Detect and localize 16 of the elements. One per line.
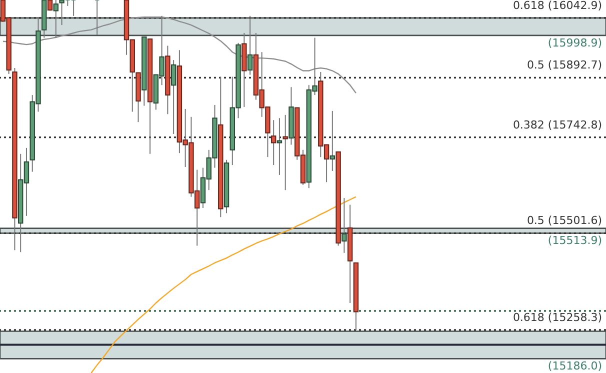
candlestick xyxy=(276,118,282,176)
ref-line-label: 0.5 (15501.6) xyxy=(526,214,602,228)
band-label: (15513.9) xyxy=(548,234,602,248)
candlestick xyxy=(330,110,336,172)
candlestick xyxy=(53,0,58,38)
band-label: (15186.0) xyxy=(548,360,602,373)
candlestick xyxy=(170,60,176,135)
ref-line-label: 0.618 (16042.9) xyxy=(512,0,602,12)
band-label: (15998.9) xyxy=(548,36,602,50)
candlestick xyxy=(270,120,276,166)
ref-line-label: 0.382 (15742.8) xyxy=(512,118,602,132)
candlestick xyxy=(282,114,288,191)
ref-line-label: 0.5 (15892.7) xyxy=(526,58,602,72)
candlestick xyxy=(342,198,347,254)
ref-line-label: 0.618 (15258.3) xyxy=(512,310,602,324)
candlestick xyxy=(247,15,253,76)
